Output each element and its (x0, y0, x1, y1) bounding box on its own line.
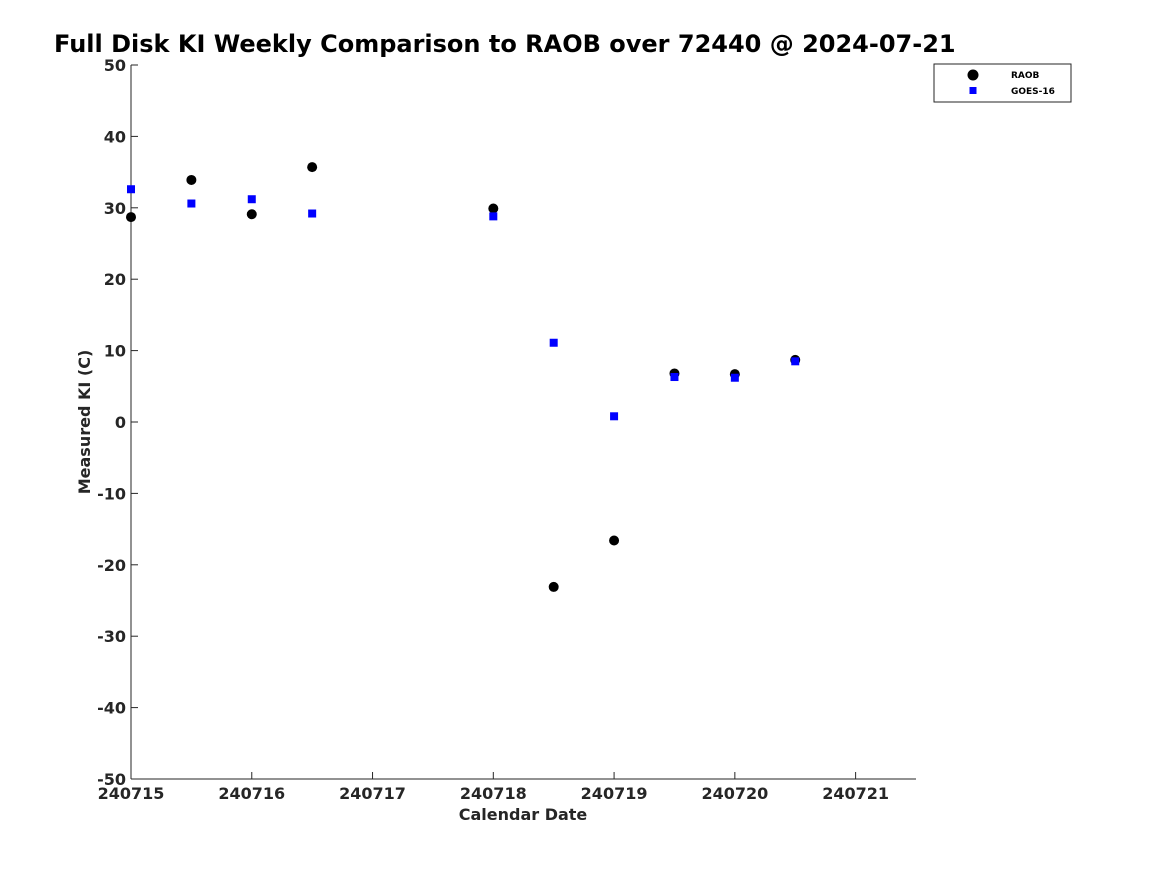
y-tick-label: -30 (97, 627, 126, 646)
x-ticks: 240715 240716 240717 240718 240719 240720 2407… (98, 772, 889, 803)
y-tick-label: 10 (104, 342, 126, 361)
point-goes-16 (247, 195, 256, 204)
point-raob (246, 209, 257, 220)
y-axis-label: Measured KI (C) (75, 350, 94, 495)
x-tick-label: 240721 (822, 784, 889, 803)
point-raob (307, 162, 318, 173)
legend-label-goes-16: GOES-16 (1011, 87, 1055, 97)
x-tick-label: 240715 (98, 784, 165, 803)
point-raob (548, 581, 559, 592)
legend-box (933, 63, 1072, 103)
x-tick-label: 240716 (218, 784, 285, 803)
chart-title: Full Disk KI Weekly Comparison to RAOB o… (54, 30, 956, 58)
point-raob (186, 174, 197, 185)
legend-marker-goes-16 (969, 87, 977, 94)
y-tick-label: 40 (104, 127, 126, 146)
y-tick-label: -50 (97, 770, 126, 789)
y-tick-label: -10 (97, 484, 126, 503)
axes (130, 65, 916, 780)
point-raob (488, 203, 499, 214)
point-goes-16 (670, 373, 679, 382)
y-tick-label: 30 (104, 199, 126, 218)
y-tick-label: -40 (97, 699, 126, 718)
point-goes-16 (489, 212, 498, 221)
point-goes-16 (791, 357, 800, 366)
point-raob (126, 212, 136, 223)
y-tick-label: 0 (115, 413, 126, 432)
point-goes-16 (730, 373, 739, 382)
y-tick-label: -20 (97, 556, 126, 575)
y-ticks: -50 -40 -30 -20 -10 0 10 20 30 40 50 (97, 56, 138, 789)
x-axis-label: Calendar Date (459, 805, 588, 824)
point-goes-16 (127, 185, 135, 194)
legend-marker-raob (967, 69, 979, 81)
x-tick-label: 240720 (701, 784, 768, 803)
data-points (126, 162, 801, 592)
point-goes-16 (610, 412, 619, 421)
legend: RAOB GOES-16 (933, 63, 1072, 103)
y-tick-label: 20 (104, 270, 126, 289)
point-goes-16 (549, 338, 558, 347)
point-goes-16 (187, 199, 196, 208)
x-tick-label: 240717 (339, 784, 406, 803)
x-tick-label: 240718 (460, 784, 527, 803)
point-raob (609, 535, 620, 546)
y-tick-label: 50 (104, 56, 126, 75)
point-goes-16 (308, 209, 317, 218)
x-tick-label: 240719 (581, 784, 648, 803)
legend-label-raob: RAOB (1011, 71, 1040, 81)
